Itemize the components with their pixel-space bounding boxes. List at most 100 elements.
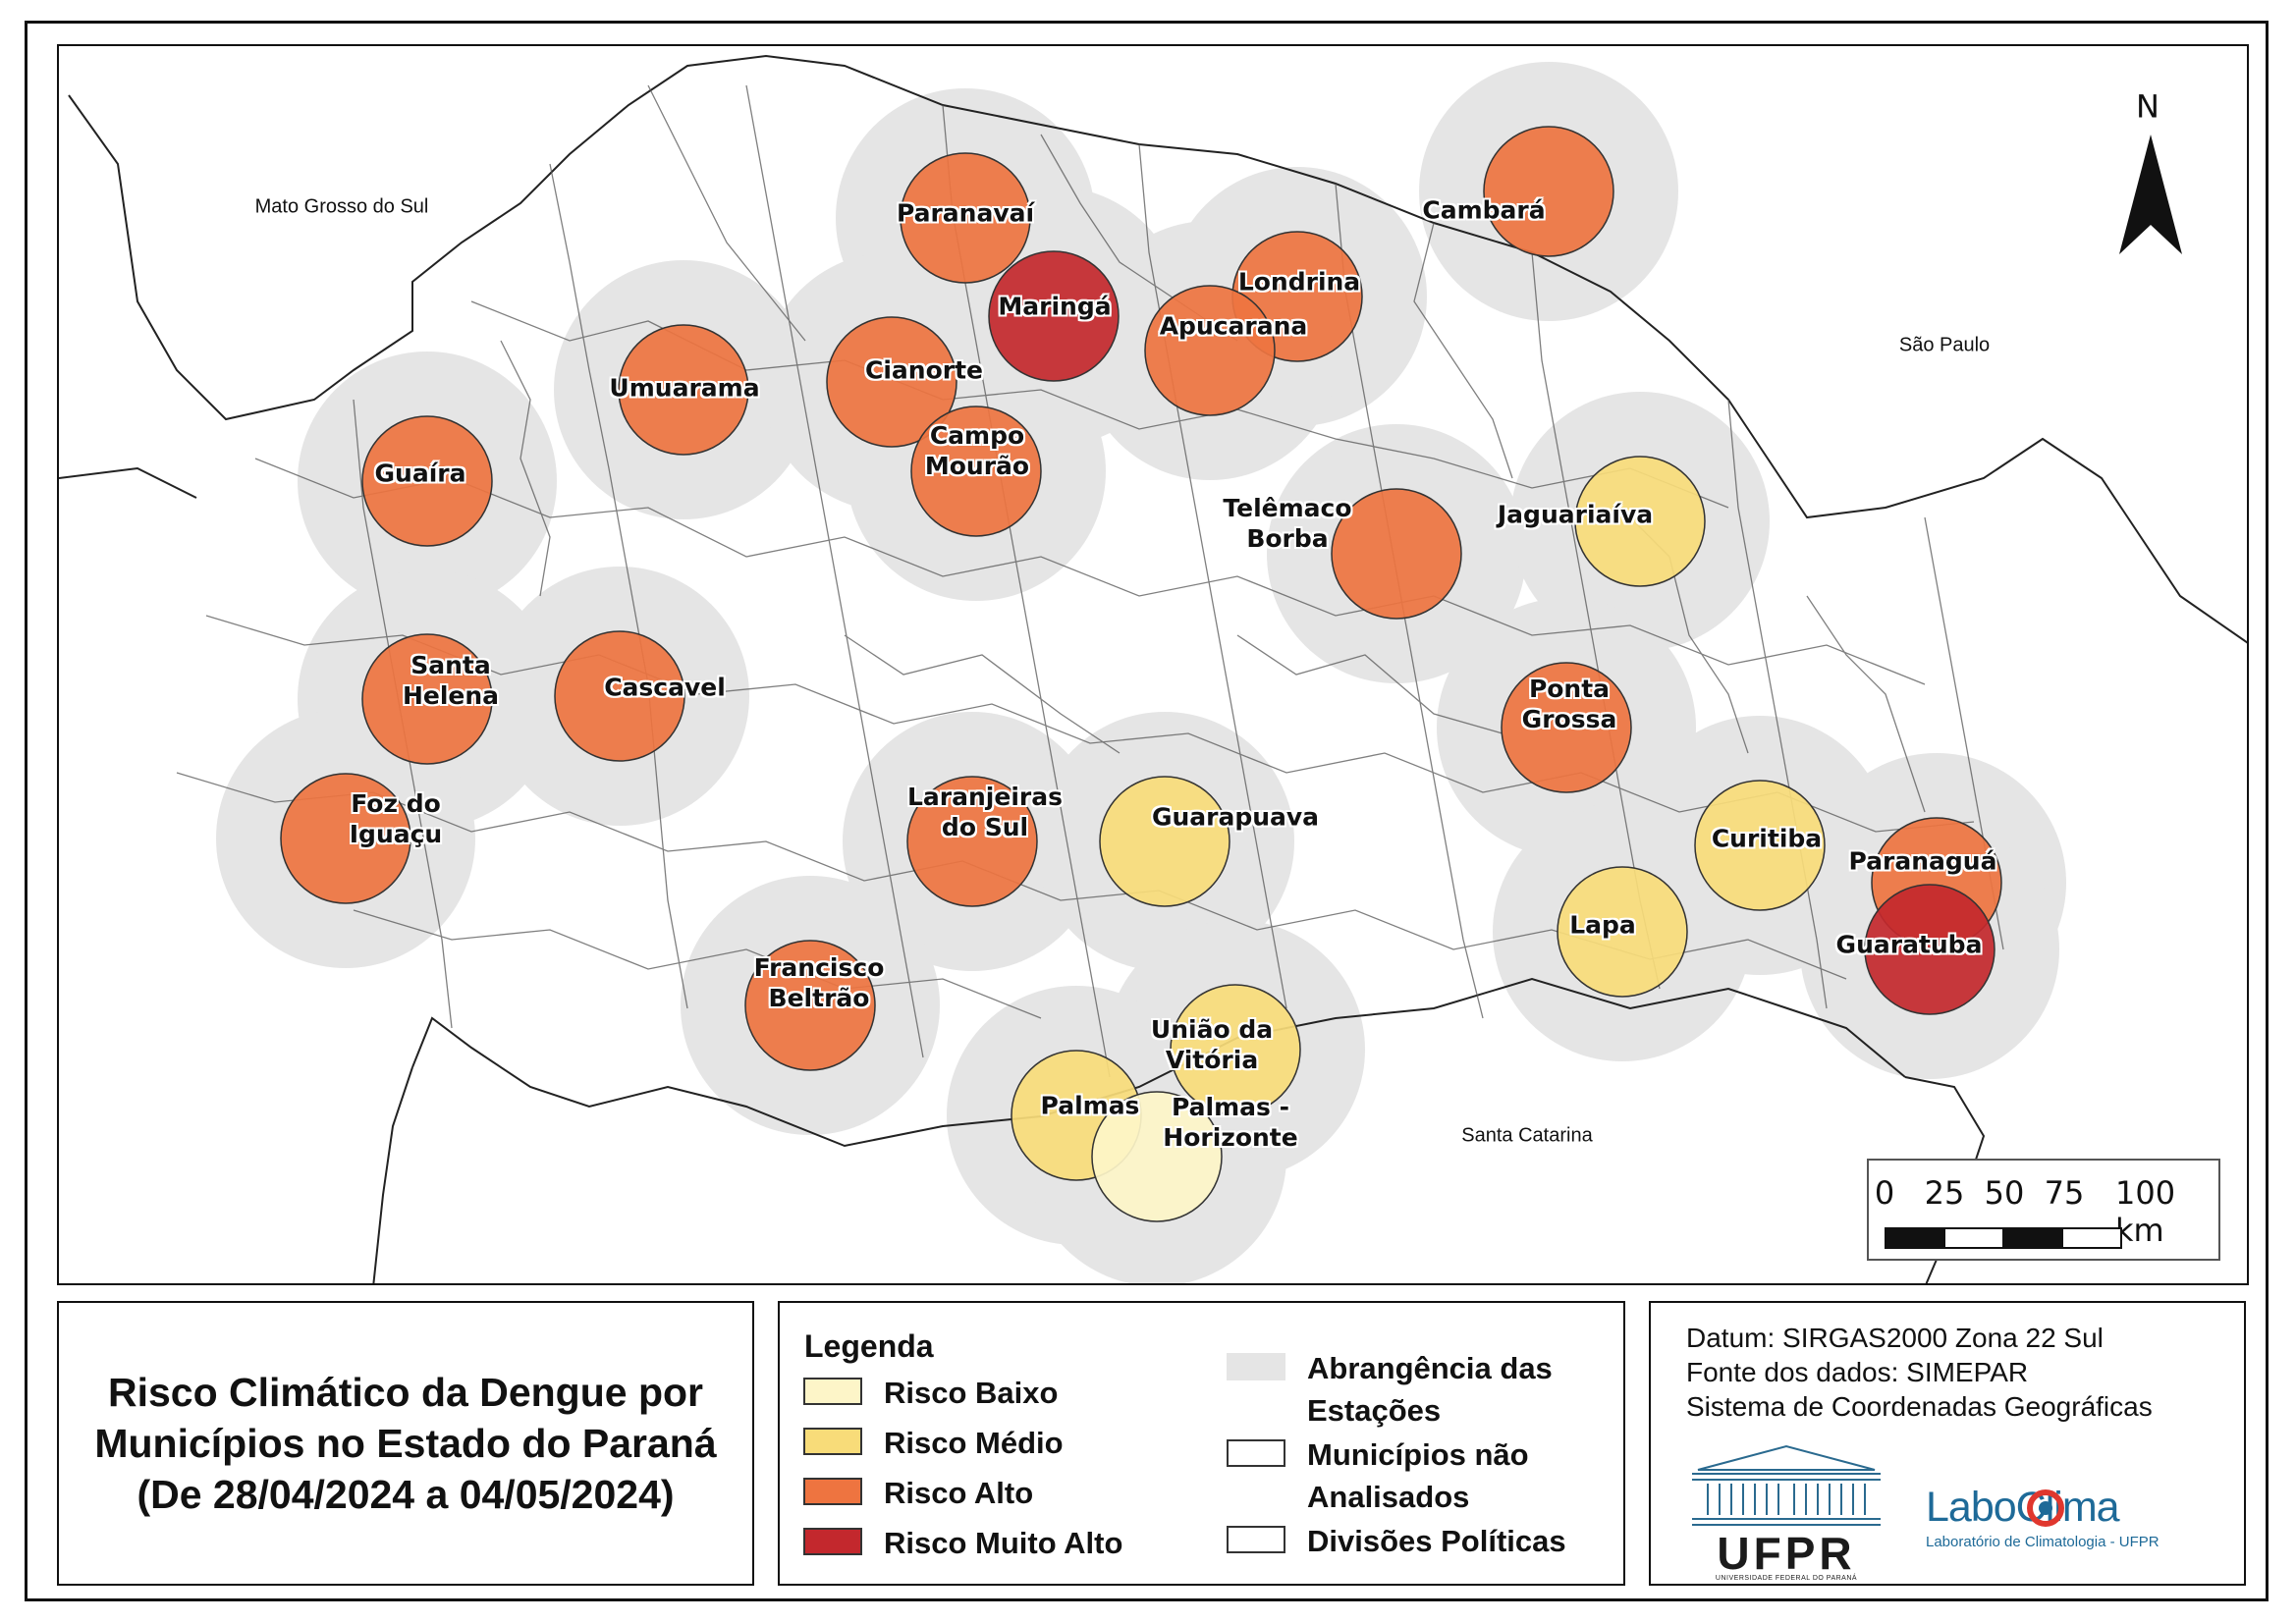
risk-circle-guaratuba <box>1864 884 1995 1015</box>
info-panel: Datum: SIRGAS2000 Zona 22 Sul Fonte dos … <box>1649 1301 2246 1586</box>
page-frame <box>25 21 2269 1601</box>
legend-swatch-risco-medio <box>803 1428 862 1455</box>
region-label-mato-grosso-do-sul: Mato Grosso do Sul <box>254 195 429 218</box>
legend-item-municipios-nao-analisados: Municípios não Analisados <box>1227 1434 1600 1518</box>
ufpr-logo-subtext: UNIVERSIDADE FEDERAL DO PARANÁ <box>1715 1575 1858 1582</box>
risk-circle-foz-do-iguacu <box>280 773 411 904</box>
risk-circle-ponta-grossa <box>1501 662 1632 793</box>
legend-swatch-risco-baixo <box>803 1378 862 1405</box>
city-label-jaguariaiva: Jaguariaíva <box>1497 500 1654 529</box>
risk-circle-cianorte <box>826 316 957 448</box>
coordinate-system-text: Sistema de Coordenadas Geográficas <box>1686 1391 2153 1422</box>
legend-label-risco-alto: Risco Alto <box>884 1476 1034 1510</box>
risk-circle-cambara <box>1483 126 1614 257</box>
laboclima-logo-text: LaboClima <box>1926 1484 2120 1531</box>
scale-segment-1 <box>1885 1227 1945 1249</box>
city-label-palmas-horizonte: Palmas - Horizonte <box>1163 1093 1298 1152</box>
city-label-lapa: Lapa <box>1569 910 1636 940</box>
risk-circle-umuarama <box>618 324 749 456</box>
datum-text: Datum: SIRGAS2000 Zona 22 Sul <box>1686 1323 2104 1353</box>
city-label-curitiba: Curitiba <box>1711 824 1823 853</box>
region-label-sao-paulo: São Paulo <box>1898 334 1991 356</box>
risk-circle-francisco-beltrao <box>744 940 876 1071</box>
title-panel: Risco Climático da Dengue por Municípios… <box>57 1301 754 1586</box>
map-title: Risco Climático da Dengue por Municípios… <box>94 1367 716 1520</box>
risk-circle-guarapuava <box>1099 776 1230 907</box>
scale-segment-2 <box>1943 1227 2004 1249</box>
scale-tick-50: 50 <box>1984 1174 2025 1212</box>
ufpr-building-icon <box>1692 1444 1881 1526</box>
city-label-guarapuava: Guarapuava <box>1151 802 1320 832</box>
legend-label-municipios-nao-analisados: Municípios não Analisados <box>1307 1437 1529 1514</box>
risk-circle-maringa <box>988 250 1120 382</box>
legend-swatch-risco-alto <box>803 1478 862 1505</box>
legend-label-risco-baixo: Risco Baixo <box>884 1376 1059 1410</box>
legend-swatch-divisoes-politicas <box>1227 1526 1285 1553</box>
north-arrow <box>2119 135 2182 254</box>
laboclima-swirl-icon <box>2027 1489 2064 1527</box>
city-label-paranavai: Paranavaí <box>896 198 1035 228</box>
border-line-south <box>372 1066 413 1283</box>
scale-tick-0: 0 <box>1874 1174 1895 1212</box>
risk-circle-campo-mourao <box>910 406 1042 537</box>
map-frame: N Mato Grosso do Sul São Paulo Santa Cat… <box>57 44 2249 1285</box>
laboclima-logo: LaboClima Laboratório de Climatologia - … <box>1926 1485 2211 1563</box>
risk-circle-paranavai <box>900 152 1031 284</box>
scale-segment-4 <box>2061 1227 2122 1249</box>
legend-label-risco-medio: Risco Médio <box>884 1426 1064 1460</box>
legend-swatch-abrangencia <box>1227 1353 1285 1380</box>
legend-label-abrangencia: Abrangência das Estações <box>1307 1351 1553 1428</box>
city-label-guaira: Guaíra <box>374 459 466 488</box>
city-label-ponta-grossa: Ponta Grossa <box>1521 675 1617 733</box>
map-canvas <box>59 54 2247 1283</box>
laboclima-logo-subtext: Laboratório de Climatologia - UFPR <box>1926 1534 2159 1550</box>
north-label: N <box>2136 87 2159 126</box>
legend-item-abrangencia: Abrangência das Estações <box>1227 1347 1600 1432</box>
risk-circles-layer <box>280 126 2002 1222</box>
city-label-apucarana: Apucarana <box>1159 311 1308 341</box>
city-label-telemaco-borba: Telêmaco Borba <box>1223 494 1352 553</box>
city-label-maringa: Maringá <box>998 292 1112 321</box>
legend-item-divisoes-politicas: Divisões Políticas <box>1227 1520 1600 1562</box>
data-source-text: Fonte dos dados: SIMEPAR <box>1686 1357 2029 1387</box>
city-label-cascavel: Cascavel <box>604 673 726 702</box>
risk-circle-telemaco-borba <box>1331 488 1462 620</box>
risk-circle-apucarana <box>1144 285 1276 416</box>
risk-circle-jaguariaiva <box>1574 456 1706 587</box>
risk-circle-cascavel <box>554 630 685 762</box>
legend-item-risco-muito-alto: Risco Muito Alto <box>803 1522 1122 1564</box>
legend-item-risco-baixo: Risco Baixo <box>803 1372 1058 1414</box>
scale-bar: 0 25 50 75 100 km <box>1867 1159 2220 1261</box>
scale-tick-100km: 100 km <box>2115 1174 2176 1249</box>
city-label-palmas: Palmas <box>1040 1091 1140 1120</box>
scale-segment-3 <box>2002 1227 2063 1249</box>
north-arrow-left-half <box>2119 135 2151 254</box>
scale-tick-75: 75 <box>2044 1174 2085 1212</box>
legend-heading: Legenda <box>804 1328 934 1364</box>
legend-panel: Legenda Risco Baixo Risco Médio Risco Al… <box>778 1301 1625 1586</box>
region-label-santa-catarina: Santa Catarina <box>1461 1124 1593 1147</box>
parana-outline <box>68 54 2247 644</box>
map-title-line-2: Municípios no Estado do Paraná <box>94 1421 717 1466</box>
risk-circle-palmas-horizonte <box>1091 1091 1223 1222</box>
city-label-cambara: Cambará <box>1422 195 1546 225</box>
city-label-francisco-beltrao: Francisco Beltrão <box>753 953 885 1012</box>
north-arrow-right-half <box>2151 135 2182 254</box>
legend-swatch-risco-muito-alto <box>803 1528 862 1555</box>
legend-item-risco-medio: Risco Médio <box>803 1422 1064 1464</box>
risk-circle-curitiba <box>1694 780 1826 911</box>
city-label-uniao-da-vitoria: União da Vitória <box>1150 1015 1274 1074</box>
city-label-londrina: Londrina <box>1237 267 1361 297</box>
city-label-umuarama: Umuarama <box>609 373 760 403</box>
legend-item-risco-alto: Risco Alto <box>803 1472 1033 1514</box>
map-title-line-1: Risco Climático da Dengue por <box>108 1370 703 1415</box>
city-label-guaratuba: Guaratuba <box>1835 930 1983 959</box>
risk-circle-laranjeiras-do-sul <box>906 776 1038 907</box>
map-title-line-3: (De 28/04/2024 a 04/05/2024) <box>137 1472 675 1517</box>
risk-circle-uniao-da-vitoria <box>1170 984 1301 1115</box>
risk-circle-lapa <box>1557 866 1688 998</box>
city-label-paranagua: Paranaguá <box>1848 846 1997 876</box>
border-line-west <box>59 466 197 499</box>
ufpr-logo-text: UFPR <box>1717 1528 1856 1579</box>
scale-tick-25: 25 <box>1924 1174 1965 1212</box>
